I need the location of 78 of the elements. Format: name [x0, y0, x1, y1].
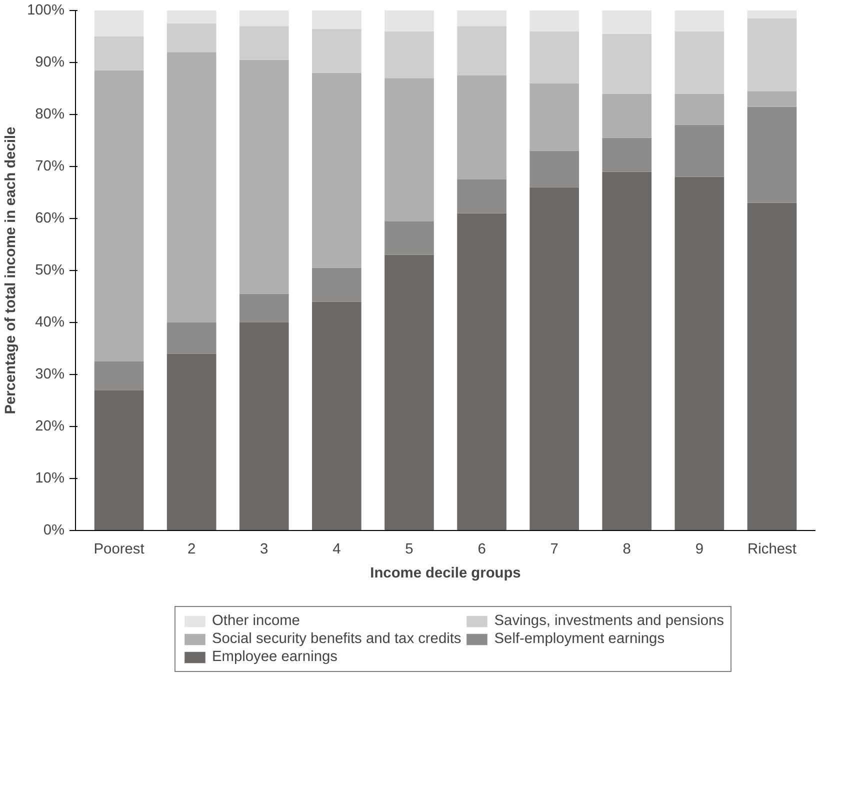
bar — [457, 213, 506, 530]
bar — [674, 31, 724, 94]
bar — [674, 10, 724, 32]
bar — [384, 10, 434, 32]
legend-label: Savings, investments and pensions — [494, 613, 724, 629]
y-tick-label: 40% — [35, 314, 65, 330]
x-tick-label: 2 — [188, 542, 196, 558]
bar — [94, 36, 144, 70]
y-axis-title: Percentage of total income in each decile — [3, 126, 20, 414]
bar — [674, 124, 724, 177]
bar — [457, 10, 506, 26]
bar — [530, 83, 579, 151]
bar — [530, 150, 579, 188]
bar — [166, 322, 216, 354]
bar — [457, 26, 506, 76]
bar — [239, 60, 289, 294]
bar — [166, 52, 216, 322]
y-tick-label: 60% — [35, 210, 65, 226]
bar — [384, 254, 434, 530]
bar — [384, 31, 434, 78]
bar — [239, 26, 289, 60]
x-tick-label: 5 — [405, 542, 414, 558]
y-tick-label: 80% — [35, 106, 65, 122]
bar — [312, 268, 362, 302]
x-tick-label: 8 — [622, 542, 631, 558]
bar — [747, 10, 797, 18]
bar — [312, 10, 362, 29]
legend-label: Other income — [212, 613, 300, 629]
y-tick-label: 90% — [35, 54, 65, 70]
bar — [94, 390, 144, 530]
bar — [602, 34, 652, 94]
x-tick-label: Richest — [748, 542, 796, 558]
y-tick-label: 70% — [35, 158, 65, 174]
bar — [457, 180, 506, 214]
y-tick-label: 20% — [35, 418, 65, 434]
x-tick-label: Poorest — [94, 542, 144, 558]
bar — [602, 94, 652, 138]
bar — [747, 106, 797, 203]
y-tick-label: 0% — [43, 522, 65, 538]
x-tick-label: 9 — [695, 542, 704, 558]
bar — [239, 322, 289, 530]
legend-label: Employee earnings — [212, 649, 338, 665]
bar — [94, 10, 144, 36]
bar — [312, 28, 362, 73]
bar — [602, 138, 652, 172]
bar — [166, 354, 216, 530]
bar — [530, 187, 579, 530]
x-tick-label: 6 — [478, 542, 486, 558]
bar — [747, 202, 797, 530]
bar — [239, 294, 289, 322]
x-tick-label: 7 — [550, 542, 558, 558]
legend-label: Self-employment earnings — [494, 631, 665, 647]
bar — [312, 72, 362, 268]
bar — [94, 362, 144, 390]
bar — [747, 91, 797, 107]
bar — [94, 70, 144, 362]
bar — [674, 94, 724, 125]
bar — [312, 302, 362, 530]
legend-label: Social security benefits and tax credits — [212, 631, 462, 647]
y-tick-label: 30% — [35, 366, 65, 382]
x-tick-label: 3 — [260, 542, 268, 558]
bar — [602, 172, 652, 530]
bar — [530, 10, 579, 32]
y-tick-label: 10% — [35, 470, 65, 486]
x-tick-label: 4 — [332, 542, 341, 558]
bar — [747, 18, 797, 92]
bar — [384, 78, 434, 222]
bar — [674, 176, 724, 530]
y-tick-label: 100% — [27, 2, 65, 18]
bar — [166, 10, 216, 24]
y-tick-label: 50% — [35, 262, 65, 278]
bar — [239, 10, 289, 26]
bar — [457, 76, 506, 180]
bar — [530, 31, 579, 84]
bar — [166, 24, 216, 52]
bar — [384, 221, 434, 255]
x-axis-title: Income decile groups — [370, 566, 521, 582]
bar — [602, 10, 652, 34]
